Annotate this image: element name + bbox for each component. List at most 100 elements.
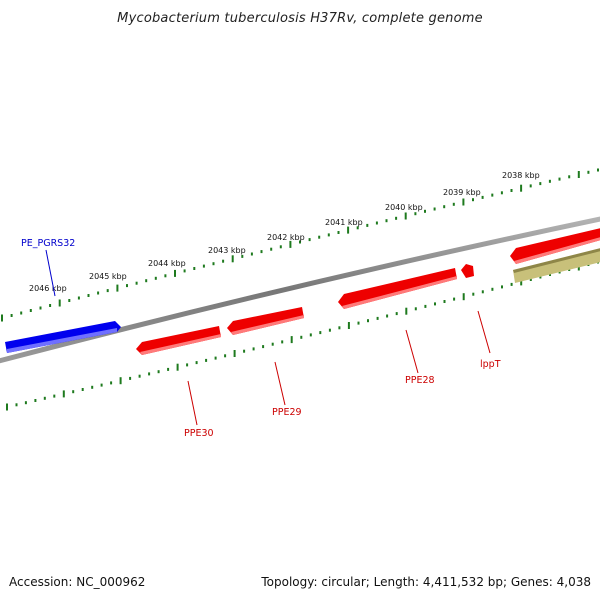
inner-ruler-minor-tick [338, 326, 341, 330]
tick-label-2041: 2041 kbp [325, 218, 363, 227]
feature-block-partial-olive[interactable] [513, 248, 600, 283]
outer-ruler-minor-tick [202, 264, 205, 268]
inner-ruler-major-tick [405, 307, 408, 315]
gene-arrow-lppt[interactable] [461, 264, 474, 278]
inner-ruler-minor-tick [243, 349, 246, 353]
inner-ruler-major-tick [520, 278, 523, 286]
outer-ruler-major-tick [347, 226, 350, 234]
inner-ruler-minor-tick [224, 354, 227, 358]
gene-arrow-shade-pe-pgrs32 [7, 328, 117, 353]
outer-ruler-minor-tick [87, 294, 90, 297]
tick-label-2038: 2038 kbp [502, 171, 540, 180]
inner-ruler-minor-tick [367, 319, 369, 323]
inner-ruler-minor-tick [453, 297, 456, 301]
outer-ruler-minor-tick [106, 289, 109, 293]
inner-ruler-minor-tick [271, 342, 274, 346]
inner-ruler-minor-tick [138, 374, 141, 378]
gene-arrow-partial-red[interactable] [510, 228, 600, 264]
outer-ruler-minor-tick [20, 311, 23, 315]
outer-ruler-major-tick [520, 184, 523, 192]
outer-ruler-major-tick [577, 171, 580, 178]
outer-ruler-minor-tick [452, 202, 455, 206]
inner-ruler-minor-tick [205, 358, 208, 362]
outer-ruler-minor-tick [500, 191, 503, 195]
inner-ruler-major-tick [176, 363, 179, 371]
outer-ruler-minor-tick [29, 309, 32, 312]
outer-ruler-minor-tick [510, 189, 513, 192]
outer-ruler-minor-tick [491, 193, 494, 197]
inner-ruler-minor-tick [110, 381, 113, 385]
outer-ruler-minor-tick [539, 182, 542, 186]
outer-ruler-major-tick [289, 240, 292, 248]
inner-ruler-minor-tick [91, 385, 94, 389]
inner-ruler-minor-tick [386, 314, 389, 318]
gene-ppe30[interactable]: PPE30 [136, 326, 221, 439]
gene-label-ppe29: PPE29 [272, 407, 302, 418]
gene-label-ppe30: PPE30 [184, 428, 214, 439]
inner-ruler-minor-tick [252, 347, 255, 351]
inner-ruler-minor-tick [186, 363, 189, 367]
outer-ruler-minor-tick [270, 247, 273, 251]
outer-ruler-minor-tick [356, 226, 359, 230]
map-title: Mycobacterium tuberculosis H37Rv, comple… [117, 11, 483, 26]
gene-arrow-shade-ppe29 [231, 315, 304, 335]
kbp-tick-labels: 2038 kbp 2039 kbp 2040 kbp 2041 kbp 2042… [29, 171, 540, 293]
inner-ruler-minor-tick [357, 321, 360, 325]
inner-ruler-major-tick [6, 403, 8, 411]
inner-ruler-minor-tick [472, 292, 475, 296]
outer-position-ruler [1, 168, 599, 322]
outer-ruler-minor-tick [337, 231, 340, 234]
outer-ruler-minor-tick [145, 279, 148, 283]
gene-label-pe-pgrs32: PE_PGRS32 [21, 238, 75, 249]
inner-ruler-minor-tick [262, 345, 265, 349]
gene-arrow-ppe28[interactable] [338, 268, 457, 309]
tick-label-2039: 2039 kbp [443, 188, 481, 197]
outer-ruler-minor-tick [212, 262, 215, 266]
gene-arrow-ppe30[interactable] [136, 326, 221, 355]
outer-ruler-minor-tick [164, 274, 167, 278]
outer-ruler-minor-tick [385, 219, 388, 223]
inner-ruler-minor-tick [443, 300, 446, 303]
accession-label: Accession: NC_000962 [9, 575, 145, 589]
outer-ruler-minor-tick [318, 235, 321, 239]
outer-ruler-minor-tick [366, 223, 369, 227]
gene-arrow-shade-ppe30 [140, 334, 221, 355]
inner-ruler-minor-tick [214, 356, 217, 360]
gene-label-lppt: lppT [480, 359, 501, 370]
leader-line-ppe29 [274, 361, 286, 406]
outer-ruler-minor-tick [558, 177, 561, 181]
gene-arrow-ppe29[interactable] [227, 307, 304, 335]
inner-ruler-minor-tick [195, 361, 198, 365]
tick-label-2046: 2046 kbp [29, 284, 67, 293]
feature-edge-partial-olive [513, 248, 600, 273]
outer-ruler-minor-tick [250, 252, 253, 256]
tick-label-2040: 2040 kbp [385, 203, 423, 212]
gene-lppt[interactable]: lppT [461, 264, 501, 370]
inner-ruler-minor-tick [549, 273, 551, 276]
outer-ruler-minor-tick [126, 284, 128, 288]
gene-arrow-shade-partial-red [514, 237, 600, 264]
tick-label-2045: 2045 kbp [89, 272, 127, 281]
outer-ruler-minor-tick [49, 304, 52, 307]
gene-ppe28[interactable]: PPE28 [338, 268, 457, 386]
inner-ruler-minor-tick [481, 290, 484, 294]
inner-ruler-minor-tick [148, 372, 151, 376]
gene-ppe29[interactable]: PPE29 [227, 307, 304, 418]
inner-ruler-major-tick [462, 293, 465, 301]
outer-ruler-minor-tick [414, 212, 417, 216]
outer-ruler-major-tick [231, 255, 234, 263]
outer-ruler-minor-tick [375, 221, 378, 225]
outer-ruler-major-tick [404, 212, 407, 220]
outer-ruler-major-tick [462, 198, 465, 206]
outer-ruler-minor-tick [548, 179, 551, 183]
tick-label-2044: 2044 kbp [148, 259, 186, 268]
inner-ruler-major-tick [347, 322, 350, 329]
gene-partial-right-edge[interactable] [510, 228, 600, 264]
feature-partial-olive[interactable] [513, 248, 600, 283]
inner-ruler-major-tick [62, 390, 65, 398]
outer-ruler-minor-tick [597, 168, 599, 172]
gene-pe-pgrs32[interactable]: PE_PGRS32 [5, 238, 121, 353]
inner-ruler-minor-tick [491, 287, 494, 291]
outer-ruler-minor-tick [279, 245, 282, 249]
